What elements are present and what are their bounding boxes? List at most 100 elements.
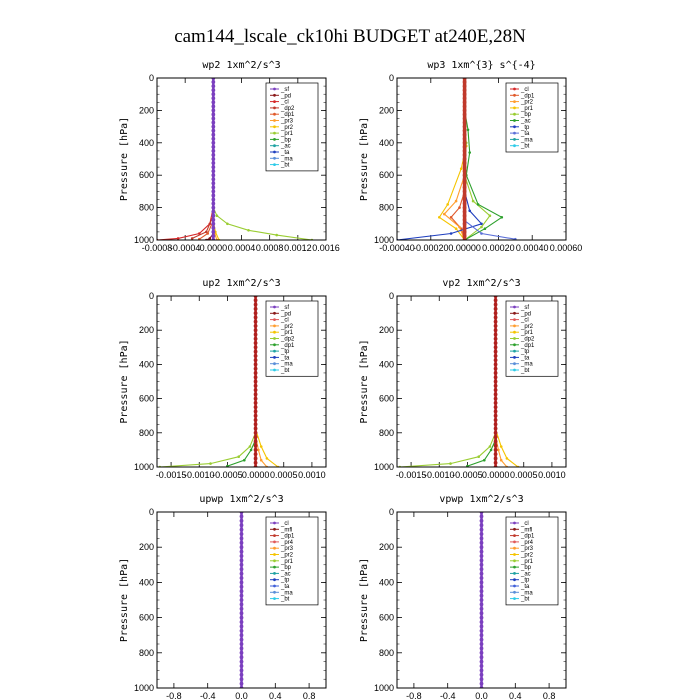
zero-marker	[239, 589, 244, 594]
zero-marker	[239, 664, 244, 668]
zero-marker	[479, 580, 484, 585]
y-tick-label: 1000	[374, 683, 394, 693]
zero-marker	[253, 435, 258, 439]
panel-title: upwp 1xm^2/s^3	[199, 494, 283, 505]
legend-marker	[513, 540, 516, 544]
x-tick-label: -0.4	[440, 691, 456, 700]
zero-marker	[462, 128, 467, 133]
zero-marker	[462, 153, 467, 157]
zero-marker	[462, 185, 467, 190]
legend-marker	[513, 311, 516, 315]
series-point	[206, 232, 209, 235]
legend-label: _pd	[280, 93, 291, 99]
legend-label: _bp	[280, 137, 292, 143]
zero-marker	[479, 523, 484, 528]
legend-label: _tp	[520, 578, 530, 584]
axes-frame	[156, 511, 327, 689]
legend-marker	[273, 578, 276, 582]
legend-marker	[513, 144, 516, 148]
zero-marker	[239, 558, 244, 563]
zero-marker	[239, 624, 244, 629]
zero-marker	[493, 443, 498, 448]
y-tick-label: 600	[139, 394, 154, 404]
zero-marker	[462, 108, 467, 113]
zero-marker	[253, 396, 258, 401]
y-tick-label: 0	[389, 507, 394, 517]
zero-marker-column	[479, 512, 484, 688]
x-tick-label: -0.0015	[396, 470, 427, 480]
y-tick-label: 0	[389, 73, 394, 83]
zero-marker	[462, 189, 467, 194]
legend-marker	[513, 318, 516, 321]
legend-label: _cl	[280, 100, 289, 106]
x-tick-label: -0.0015	[156, 470, 187, 480]
zero-marker	[493, 336, 498, 341]
zero-marker	[211, 88, 216, 93]
series-point	[243, 458, 246, 462]
y-axis-label: Pressure [hPa]	[119, 558, 130, 642]
zero-marker	[493, 311, 498, 315]
zero-marker	[462, 140, 467, 145]
legend-marker	[273, 527, 276, 531]
zero-marker	[462, 116, 467, 121]
zero-marker	[462, 193, 467, 198]
panel-1: wp2 1xm^2/s^3 Pressure [hPa] 0 200 400 600 800…	[119, 60, 340, 253]
legend-label: _bt	[280, 368, 290, 374]
legend-marker	[513, 305, 516, 309]
legend-label: _pr3	[520, 546, 534, 552]
zero-marker	[493, 298, 498, 303]
x-tick-label: 0.0000	[242, 470, 270, 480]
series-point	[176, 237, 180, 240]
legend-marker	[273, 106, 276, 110]
legend-label: _pr3	[280, 119, 294, 125]
legend-label: _pr2	[280, 553, 294, 559]
legend-marker	[273, 559, 276, 563]
series-point	[476, 203, 480, 206]
zero-marker	[479, 677, 484, 682]
zero-marker	[239, 545, 244, 550]
legend-label: _pr2	[280, 324, 294, 330]
zero-marker	[253, 443, 258, 448]
y-tick-label: 200	[139, 105, 154, 115]
x-tick-label: 0.4	[269, 691, 282, 700]
zero-marker	[493, 315, 498, 320]
legend-marker	[273, 597, 276, 600]
legend-label: _pr2	[520, 100, 534, 106]
zero-marker	[462, 225, 467, 230]
series-line	[159, 296, 257, 467]
zero-marker	[211, 112, 216, 117]
legend-marker	[273, 156, 276, 160]
legend-marker	[513, 527, 516, 531]
zero-marker	[239, 628, 244, 633]
legend-label: _bp	[280, 565, 292, 571]
series-group	[158, 296, 280, 467]
legend-marker	[273, 93, 276, 97]
series-point	[454, 199, 458, 203]
legend-marker	[513, 356, 516, 359]
series-line	[157, 78, 214, 240]
zero-marker	[253, 452, 258, 457]
zero-marker	[493, 400, 498, 405]
y-axis-label: Pressure [hPa]	[359, 117, 370, 201]
legend-marker	[273, 368, 276, 372]
zero-marker	[479, 558, 484, 563]
zero-marker	[479, 642, 484, 646]
zero-marker	[253, 336, 258, 341]
zero-marker	[462, 197, 467, 202]
x-tick-label: 0.0012	[284, 243, 312, 253]
zero-marker	[253, 409, 258, 414]
zero-marker	[462, 205, 467, 210]
x-tick-label: -0.00040	[379, 243, 415, 253]
zero-marker	[211, 234, 216, 238]
legend-label: _dp1	[280, 534, 295, 540]
zero-marker	[211, 177, 216, 182]
zero-marker	[493, 460, 498, 465]
series-point	[466, 464, 469, 467]
panel-title: vp2 1xm^2/s^3	[442, 278, 520, 289]
zero-marker	[211, 153, 216, 157]
legend-label: _ac	[280, 144, 291, 150]
zero-marker	[211, 181, 216, 186]
zero-marker	[462, 234, 467, 238]
zero-marker	[211, 80, 216, 84]
zero-marker	[239, 642, 244, 646]
